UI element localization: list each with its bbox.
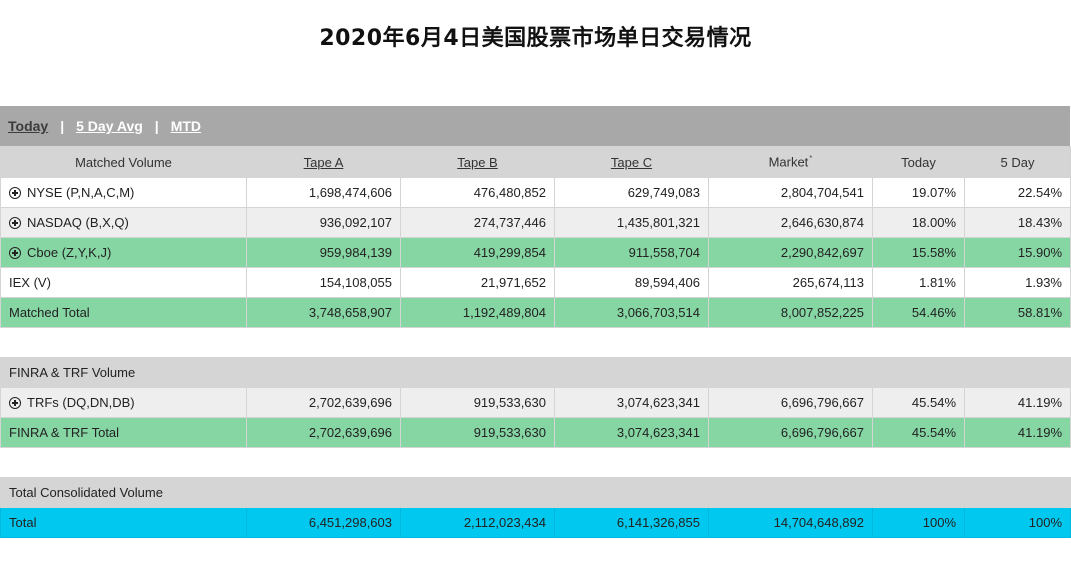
tab-mtd[interactable]: MTD	[170, 118, 202, 134]
cell-tape-a: 959,984,139	[246, 237, 401, 268]
cell-market: 265,674,113	[708, 267, 873, 298]
cell-tape-b: 21,971,652	[400, 267, 555, 298]
header-matched-volume: Matched Volume	[0, 146, 247, 178]
header-market: Market*	[708, 146, 873, 178]
row-label: Cboe (Z,Y,K,J)	[27, 245, 112, 260]
cell-tape-b: 2,112,023,434	[400, 507, 555, 538]
volume-table: Matched Volume Tape A Tape B Tape C Mark…	[0, 146, 1071, 538]
spacer-cell	[0, 447, 1071, 478]
circle-plus-icon[interactable]	[9, 247, 21, 259]
header-5-day: 5 Day	[964, 146, 1071, 178]
cell-tape-c: 3,074,623,341	[554, 387, 709, 418]
row-label-cell: NYSE (P,N,A,C,M)	[0, 177, 247, 208]
cell-tape-b: 919,533,630	[400, 387, 555, 418]
cell-market: 6,696,796,667	[708, 387, 873, 418]
row-label: IEX (V)	[0, 267, 247, 298]
row-label: NASDAQ (B,X,Q)	[27, 215, 129, 230]
table-row-trfs: TRFs (DQ,DN,DB) 2,702,639,696 919,533,63…	[0, 387, 1071, 418]
cell-tape-c: 629,749,083	[554, 177, 709, 208]
cell-market: 14,704,648,892	[708, 507, 873, 538]
table-row-nyse: NYSE (P,N,A,C,M) 1,698,474,606 476,480,8…	[0, 177, 1071, 208]
cell-tape-b: 476,480,852	[400, 177, 555, 208]
cell-tape-a: 6,451,298,603	[246, 507, 401, 538]
cell-5-day: 58.81%	[964, 297, 1071, 328]
circle-plus-icon[interactable]	[9, 397, 21, 409]
cell-market: 2,290,842,697	[708, 237, 873, 268]
header-tape-c[interactable]: Tape C	[554, 146, 709, 178]
tab-separator: |	[60, 118, 65, 134]
cell-today: 1.81%	[872, 267, 965, 298]
section-label: Total Consolidated Volume	[0, 477, 1071, 508]
cell-5-day: 41.19%	[964, 387, 1071, 418]
table-row-finra-total: FINRA & TRF Total 2,702,639,696 919,533,…	[0, 417, 1071, 448]
cell-tape-b: 1,192,489,804	[400, 297, 555, 328]
cell-5-day: 15.90%	[964, 237, 1071, 268]
table-header-row: Matched Volume Tape A Tape B Tape C Mark…	[0, 146, 1071, 178]
row-label-cell: TRFs (DQ,DN,DB)	[0, 387, 247, 418]
cell-5-day: 100%	[964, 507, 1071, 538]
cell-today: 15.58%	[872, 237, 965, 268]
cell-market: 8,007,852,225	[708, 297, 873, 328]
table-row-iex: IEX (V) 154,108,055 21,971,652 89,594,40…	[0, 267, 1071, 298]
cell-tape-c: 1,435,801,321	[554, 207, 709, 238]
table-row-nasdaq: NASDAQ (B,X,Q) 936,092,107 274,737,446 1…	[0, 207, 1071, 238]
cell-tape-a: 2,702,639,696	[246, 417, 401, 448]
header-market-label: Market	[768, 154, 809, 170]
row-label: Total	[0, 507, 247, 538]
row-label: TRFs (DQ,DN,DB)	[27, 395, 135, 410]
page-title: 2020年6月4日美国股票市场单日交易情况	[319, 26, 752, 51]
tab-today[interactable]: Today	[8, 118, 49, 134]
cell-tape-a: 2,702,639,696	[246, 387, 401, 418]
table-row-total: Total 6,451,298,603 2,112,023,434 6,141,…	[0, 507, 1071, 538]
circle-plus-icon[interactable]	[9, 187, 21, 199]
cell-today: 45.54%	[872, 417, 965, 448]
cell-market: 2,804,704,541	[708, 177, 873, 208]
header-today: Today	[872, 146, 965, 178]
volume-table-container: Today | 5 Day Avg | MTD Matched Volume T…	[0, 106, 1071, 538]
cell-today: 18.00%	[872, 207, 965, 238]
row-label: NYSE (P,N,A,C,M)	[27, 185, 135, 200]
cell-today: 45.54%	[872, 387, 965, 418]
cell-tape-a: 3,748,658,907	[246, 297, 401, 328]
cell-tape-b: 419,299,854	[400, 237, 555, 268]
market-footnote-mark: *	[809, 154, 813, 164]
section-row-consolidated: Total Consolidated Volume	[0, 477, 1071, 508]
spacer-row	[0, 447, 1071, 478]
circle-plus-icon[interactable]	[9, 217, 21, 229]
section-label: FINRA & TRF Volume	[0, 357, 1071, 388]
row-label: FINRA & TRF Total	[0, 417, 247, 448]
cell-tape-c: 6,141,326,855	[554, 507, 709, 538]
cell-tape-a: 936,092,107	[246, 207, 401, 238]
cell-5-day: 18.43%	[964, 207, 1071, 238]
cell-tape-b: 274,737,446	[400, 207, 555, 238]
spacer-cell	[0, 327, 1071, 358]
row-label-cell: NASDAQ (B,X,Q)	[0, 207, 247, 238]
table-row-cboe: Cboe (Z,Y,K,J) 959,984,139 419,299,854 9…	[0, 237, 1071, 268]
cell-today: 54.46%	[872, 297, 965, 328]
cell-tape-c: 89,594,406	[554, 267, 709, 298]
cell-market: 2,646,630,874	[708, 207, 873, 238]
cell-tape-c: 911,558,704	[554, 237, 709, 268]
cell-today: 19.07%	[872, 177, 965, 208]
tab-separator: |	[154, 118, 159, 134]
cell-tape-c: 3,066,703,514	[554, 297, 709, 328]
cell-5-day: 1.93%	[964, 267, 1071, 298]
tab-bar: Today | 5 Day Avg | MTD	[0, 106, 1070, 146]
cell-today: 100%	[872, 507, 965, 538]
header-tape-b[interactable]: Tape B	[400, 146, 555, 178]
cell-market: 6,696,796,667	[708, 417, 873, 448]
table-row-matched-total: Matched Total 3,748,658,907 1,192,489,80…	[0, 297, 1071, 328]
cell-tape-c: 3,074,623,341	[554, 417, 709, 448]
tab-5-day-avg[interactable]: 5 Day Avg	[76, 118, 143, 134]
cell-tape-a: 154,108,055	[246, 267, 401, 298]
section-row-finra: FINRA & TRF Volume	[0, 357, 1071, 388]
cell-5-day: 22.54%	[964, 177, 1071, 208]
spacer-row	[0, 327, 1071, 358]
cell-tape-b: 919,533,630	[400, 417, 555, 448]
row-label-cell: Cboe (Z,Y,K,J)	[0, 237, 247, 268]
cell-5-day: 41.19%	[964, 417, 1071, 448]
row-label: Matched Total	[0, 297, 247, 328]
header-tape-a[interactable]: Tape A	[246, 146, 401, 178]
cell-tape-a: 1,698,474,606	[246, 177, 401, 208]
